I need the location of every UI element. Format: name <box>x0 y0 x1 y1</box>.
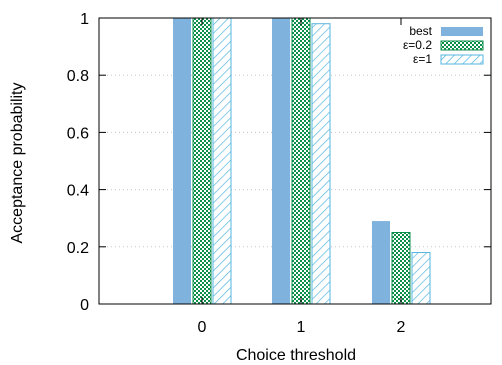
legend-label: best <box>409 24 432 38</box>
bar <box>192 17 212 305</box>
y-tick-label: 0.6 <box>67 125 89 142</box>
y-tick-label: 0.8 <box>67 68 89 85</box>
legend-swatch <box>440 54 484 65</box>
y-tick-label: 0.4 <box>67 183 89 200</box>
legend-swatch <box>441 27 483 36</box>
bar <box>411 252 431 305</box>
x-axis-label: Choice threshold <box>236 347 356 364</box>
bar <box>311 23 331 305</box>
bar <box>272 18 290 304</box>
y-axis-label: Acceptance probability <box>9 83 26 244</box>
legend-label: ε=1 <box>413 52 432 66</box>
x-tick-label: 1 <box>297 319 306 336</box>
bar <box>372 221 390 304</box>
legend-label: ε=0.2 <box>403 38 432 52</box>
x-tick-label: 0 <box>198 319 207 336</box>
x-axis-ticks: 0 1 2 <box>198 18 406 336</box>
legend-swatch <box>440 40 484 51</box>
y-axis-ticks: 0 0.2 0.4 0.6 0.8 1 <box>67 11 491 314</box>
bar <box>391 232 411 305</box>
plot-frame <box>98 17 492 305</box>
y-tick-label: 0.2 <box>67 240 89 257</box>
bars <box>173 17 431 305</box>
bar <box>212 17 232 305</box>
y-tick-label: 0 <box>80 297 89 314</box>
bar <box>291 17 311 305</box>
x-tick-label: 2 <box>397 319 406 336</box>
y-tick-label: 1 <box>80 11 89 28</box>
bar <box>173 18 191 304</box>
